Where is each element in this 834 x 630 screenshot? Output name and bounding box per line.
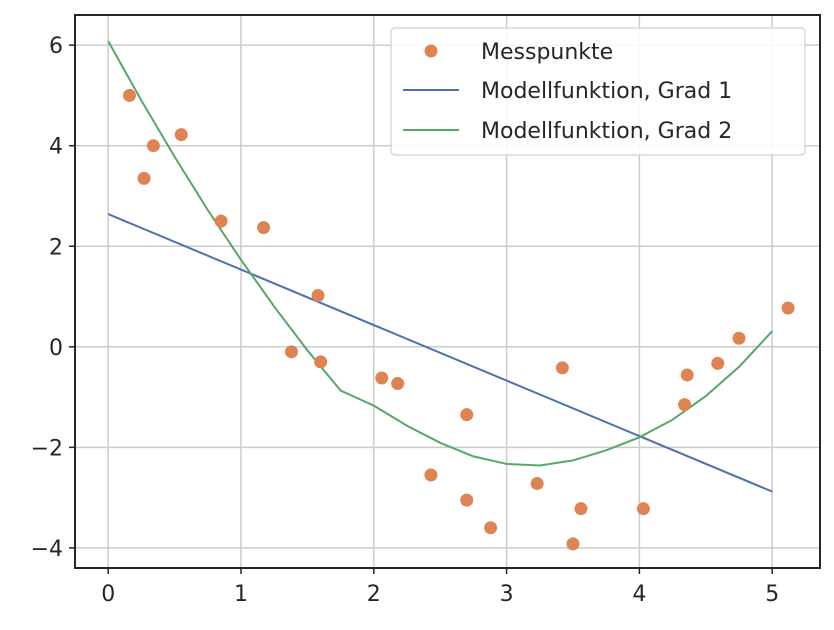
data-points	[122, 88, 795, 551]
y-tick-label: 2	[49, 235, 63, 260]
x-tick-label: 5	[765, 582, 779, 607]
data-point	[732, 331, 746, 345]
legend-marker	[424, 44, 438, 58]
data-point	[214, 214, 228, 228]
data-point	[460, 408, 474, 422]
data-point	[680, 368, 694, 382]
y-tick-label: −2	[31, 436, 63, 461]
x-tick-label: 1	[234, 582, 248, 607]
x-tick-label: 4	[632, 582, 646, 607]
legend-box	[390, 27, 806, 156]
data-point	[636, 502, 650, 516]
data-point	[530, 477, 544, 491]
legend-label: Modellfunktion, Grad 2	[481, 119, 732, 144]
legend-label: Messpunkte	[481, 40, 613, 65]
data-point	[781, 301, 795, 315]
series-line-1	[107, 213, 773, 493]
data-point	[311, 289, 325, 303]
data-point	[375, 371, 389, 385]
data-point	[555, 361, 569, 375]
x-tick-label: 3	[500, 582, 514, 607]
x-tick-label: 2	[367, 582, 381, 607]
data-point	[484, 521, 498, 535]
data-point	[174, 128, 188, 142]
data-point	[574, 502, 588, 516]
y-tick-label: −4	[31, 537, 63, 562]
data-point	[314, 355, 328, 369]
data-point	[711, 356, 725, 370]
y-tick-label: 4	[49, 135, 63, 160]
y-axis: −4 −2 0 2 4 6	[31, 34, 75, 562]
y-tick-label: 6	[49, 34, 63, 59]
data-point	[257, 221, 271, 235]
legend: Messpunkte Modellfunktion, Grad 1 Modellfu…	[390, 27, 806, 156]
y-tick-label: 0	[49, 336, 63, 361]
data-point	[424, 468, 438, 482]
data-point	[284, 345, 298, 359]
data-point	[460, 493, 474, 507]
data-point	[566, 537, 580, 551]
data-point	[678, 398, 692, 412]
data-point	[146, 139, 160, 153]
data-point	[122, 88, 136, 102]
data-point	[137, 171, 151, 185]
plot-frame	[74, 14, 821, 569]
x-tick-label: 0	[101, 582, 115, 607]
x-axis: 0 1 2 3 4 5	[101, 568, 779, 607]
legend-label: Modellfunktion, Grad 1	[481, 79, 732, 104]
data-point	[391, 376, 405, 390]
